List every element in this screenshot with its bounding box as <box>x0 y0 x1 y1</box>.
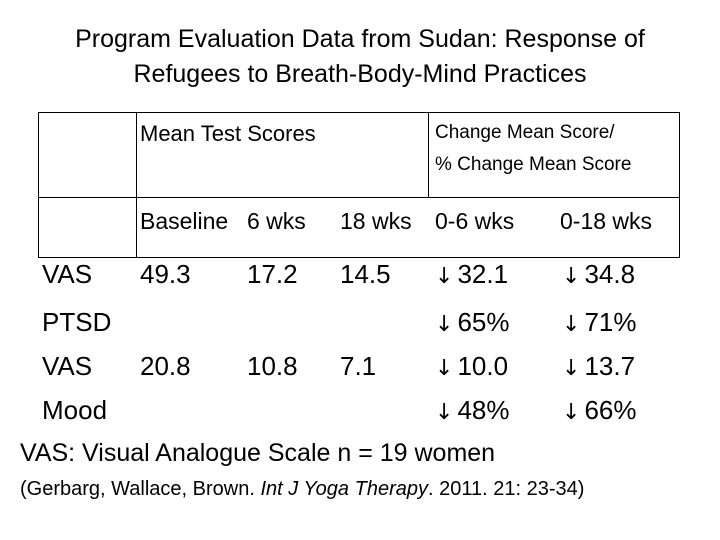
change-mean-score-header-line-2: % Change Mean Score <box>435 154 632 175</box>
column-header-0-6-wks: 0-6 wks <box>435 208 515 234</box>
down-arrow-icon: ↓ <box>435 264 454 289</box>
down-arrow-icon: ↓ <box>562 356 581 381</box>
title-line-2: Refugees to Breath-Body-Mind Practices <box>133 60 587 88</box>
wk18-value: 14.5 <box>340 259 391 289</box>
change-value: 10.0 <box>457 351 509 381</box>
change-mean-score-header-line-1: Change Mean Score/ <box>435 122 615 143</box>
column-header-18-wks: 18 wks <box>340 208 412 234</box>
row-label-line-1: VAS <box>42 351 93 381</box>
pct-value: 71% <box>584 307 637 337</box>
down-arrow-icon: ↓ <box>562 312 581 337</box>
citation: (Gerbarg, Wallace, Brown. Int J Yoga The… <box>20 476 584 502</box>
wk18-value: 7.1 <box>340 351 377 381</box>
slide-title: Program Evaluation Data from Sudan: Resp… <box>0 22 720 92</box>
row-label-line-1: VAS <box>42 259 93 289</box>
footnote: VAS: Visual Analogue Scale n = 19 women <box>20 439 496 467</box>
wk6-value: 10.8 <box>247 351 298 381</box>
change-0-18-value: ↓ 34.8 <box>562 258 635 293</box>
down-arrow-icon: ↓ <box>435 356 454 381</box>
baseline-value: 49.3 <box>140 259 191 289</box>
down-arrow-icon: ↓ <box>435 400 454 425</box>
citation-journal: Int J Yoga Therapy <box>260 478 428 500</box>
row-label-line-2: PTSD <box>42 307 112 337</box>
change-value: 34.8 <box>584 259 636 289</box>
pct-0-18-value: ↓ 66% <box>562 394 636 429</box>
pct-0-6-value: ↓ 48% <box>435 394 509 429</box>
change-0-18-value: ↓ 13.7 <box>562 350 635 385</box>
baseline-value: 20.8 <box>140 351 191 381</box>
table-divider-label-column <box>136 112 137 258</box>
citation-suffix: . 2011. 21: 23-34) <box>427 478 585 500</box>
table-frame <box>38 112 680 258</box>
mean-test-scores-header: Mean Test Scores <box>140 121 316 146</box>
change-value: 13.7 <box>584 351 636 381</box>
title-line-1: Program Evaluation Data from Sudan: Resp… <box>75 25 645 53</box>
down-arrow-icon: ↓ <box>562 264 581 289</box>
pct-value: 48% <box>457 395 510 425</box>
pct-0-18-value: ↓ 71% <box>562 306 636 341</box>
row-label-line-2: Mood <box>42 395 108 425</box>
table-divider-change-group <box>428 112 429 197</box>
column-header-6-wks: 6 wks <box>247 208 306 234</box>
down-arrow-icon: ↓ <box>435 312 454 337</box>
pct-value: 66% <box>584 395 637 425</box>
pct-value: 65% <box>457 307 510 337</box>
down-arrow-icon: ↓ <box>562 400 581 425</box>
column-header-0-18-wks: 0-18 wks <box>560 208 653 234</box>
table-divider-horizontal <box>38 197 680 198</box>
change-value: 32.1 <box>457 259 509 289</box>
change-0-6-value: ↓ 32.1 <box>435 258 508 293</box>
citation-prefix: (Gerbarg, Wallace, Brown. <box>20 478 261 500</box>
wk6-value: 17.2 <box>247 259 298 289</box>
pct-0-6-value: ↓ 65% <box>435 306 509 341</box>
column-header-baseline: Baseline <box>140 208 229 234</box>
change-0-6-value: ↓ 10.0 <box>435 350 508 385</box>
